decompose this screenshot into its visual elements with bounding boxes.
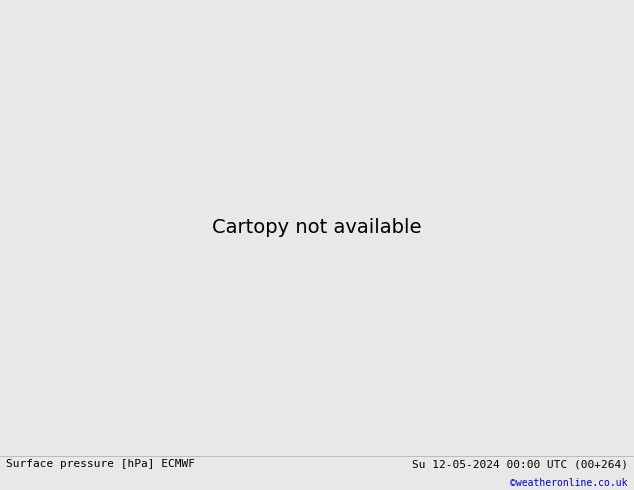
Text: Cartopy not available: Cartopy not available — [212, 219, 422, 237]
Text: Su 12-05-2024 00:00 UTC (00+264): Su 12-05-2024 00:00 UTC (00+264) — [411, 459, 628, 469]
Text: ©weatheronline.co.uk: ©weatheronline.co.uk — [510, 478, 628, 488]
Text: Surface pressure [hPa] ECMWF: Surface pressure [hPa] ECMWF — [6, 459, 195, 469]
